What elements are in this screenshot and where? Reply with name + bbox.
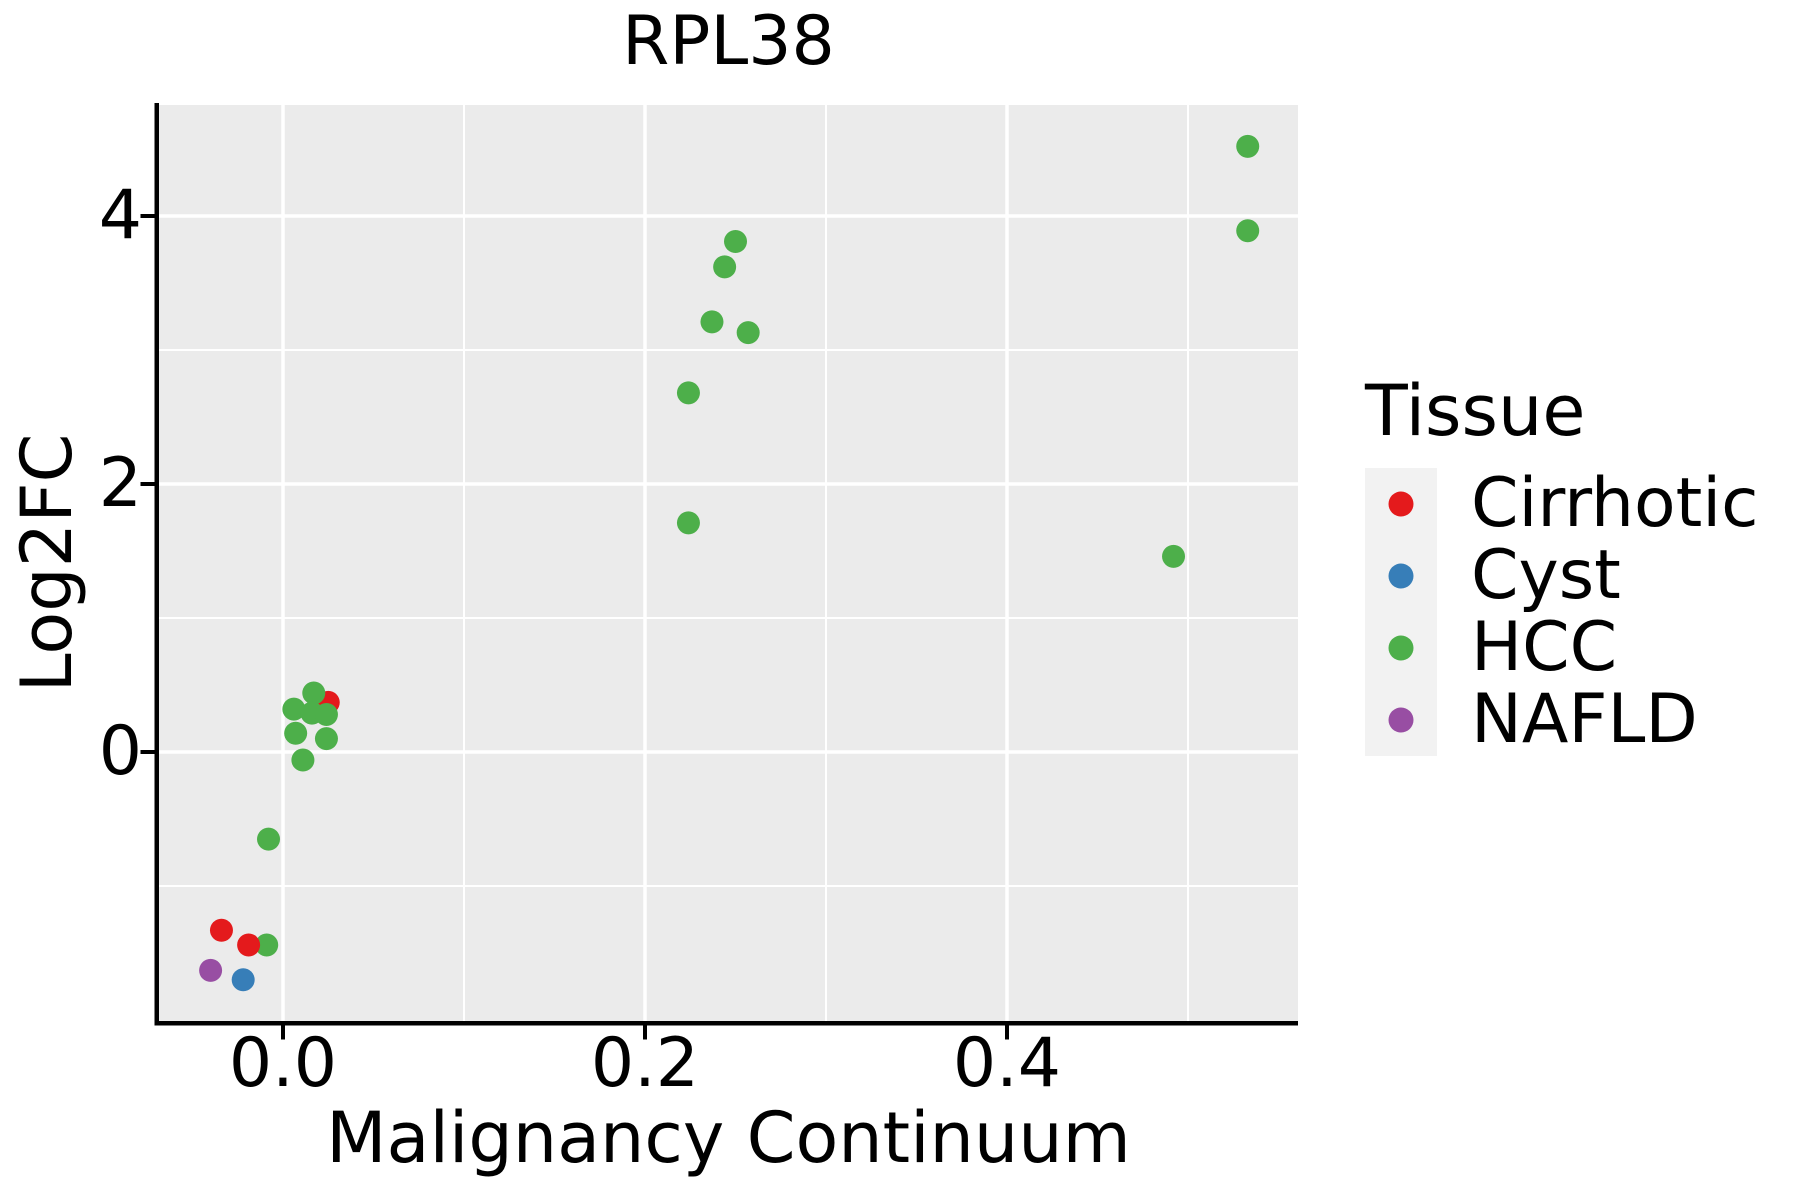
- legend-title: Tissue: [1365, 370, 1586, 452]
- legend-row-NAFLD: NAFLD: [1365, 684, 1759, 756]
- x-tick-label: 0.2: [590, 1024, 700, 1103]
- point-HCC: [255, 933, 279, 957]
- legend-label: Cyst: [1471, 536, 1621, 615]
- legend-key: [1365, 468, 1437, 540]
- point-HCC: [282, 697, 306, 721]
- point-HCC: [1236, 134, 1260, 158]
- point-Cirrhotic: [237, 933, 261, 957]
- tick-marks: [140, 214, 1009, 1040]
- point-Cyst: [231, 968, 255, 992]
- gridlines: [159, 105, 1298, 1021]
- point-HCC: [302, 681, 326, 705]
- point-HCC: [1236, 219, 1260, 243]
- point-HCC: [257, 827, 281, 851]
- point-HCC: [724, 229, 747, 253]
- legend-entries: Cirrhotic Cyst HCC NAFLD: [1365, 468, 1759, 756]
- legend-label: Cirrhotic: [1471, 464, 1759, 543]
- legend-dot-NAFLD: [1388, 707, 1414, 733]
- legend-row-Cirrhotic: Cirrhotic: [1365, 468, 1759, 540]
- point-HCC: [291, 748, 315, 772]
- legend-row-Cyst: Cyst: [1365, 540, 1759, 612]
- legend-dot-Cyst: [1388, 563, 1414, 589]
- x-tick-label: 0.0: [228, 1024, 338, 1103]
- legend-key: [1365, 684, 1437, 756]
- legend-label: NAFLD: [1471, 680, 1698, 759]
- point-HCC: [284, 721, 308, 745]
- legend-dot-HCC: [1388, 635, 1414, 661]
- point-HCC: [1162, 544, 1186, 568]
- axis-lines: [154, 103, 1298, 1026]
- point-HCC: [314, 727, 338, 751]
- data-points: [199, 134, 1260, 992]
- legend-label: HCC: [1471, 608, 1618, 687]
- legend-key: [1365, 612, 1437, 684]
- y-tick-label: 4: [98, 176, 142, 255]
- point-HCC: [314, 702, 338, 726]
- chart-title: RPL38: [622, 2, 835, 81]
- x-tick-label: 0.4: [952, 1024, 1062, 1103]
- point-NAFLD: [199, 958, 223, 982]
- y-tick-label: 2: [98, 444, 142, 523]
- y-tick-label: 0: [98, 712, 142, 791]
- point-HCC: [700, 310, 724, 334]
- point-HCC: [676, 381, 700, 405]
- point-HCC: [713, 255, 737, 279]
- y-axis-title: Log2FC: [6, 433, 88, 693]
- legend-key: [1365, 540, 1437, 612]
- legend: Tissue Cirrhotic Cyst HCC NAFLD: [1365, 374, 1759, 756]
- legend-dot-Cirrhotic: [1388, 491, 1414, 517]
- point-HCC: [736, 321, 760, 345]
- x-axis-title: Malignancy Continuum: [326, 1097, 1131, 1179]
- point-HCC: [676, 511, 700, 535]
- point-Cirrhotic: [209, 918, 233, 942]
- legend-row-HCC: HCC: [1365, 612, 1759, 684]
